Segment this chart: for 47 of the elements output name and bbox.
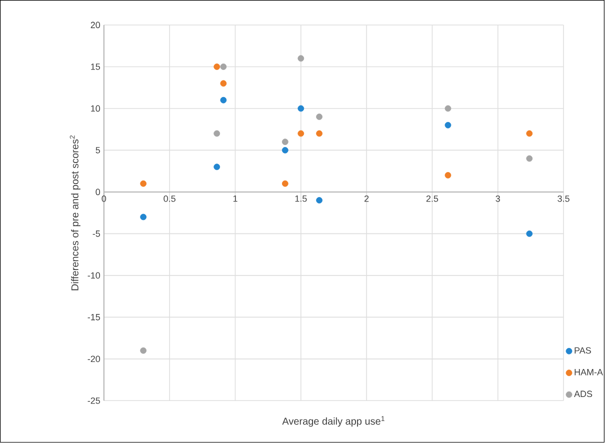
x-tick-label: 2.5 [426, 196, 438, 202]
point [298, 55, 304, 62]
legend-label: ADS [574, 390, 592, 398]
x-tick-label: 1.5 [295, 196, 307, 202]
legend-label: PAS [574, 347, 591, 354]
x-tick-label: 0.5 [164, 196, 176, 202]
point [214, 164, 220, 170]
point [316, 114, 322, 120]
point [214, 130, 220, 137]
x-axis-title: Average daily app use$^{1}$ [282, 416, 384, 427]
x-tick-label: 2 [364, 196, 369, 202]
point [444, 105, 452, 112]
point [298, 105, 304, 112]
point [140, 214, 147, 220]
x-tick-label: 3.5 [558, 196, 570, 202]
point [282, 138, 288, 146]
x-tick-label: 0 [102, 196, 106, 202]
y-tick-label: 15 [91, 64, 100, 70]
point [282, 147, 288, 154]
x-tick-label: 3 [496, 196, 500, 202]
y-tick-label: -10 [88, 272, 100, 279]
point [526, 156, 533, 162]
y-axis-title: Differences of pre and post scores$^{2}$ [70, 136, 80, 290]
y-tick-label: -5 [92, 230, 100, 238]
y-tick-label: 20 [90, 22, 100, 28]
point [316, 130, 322, 137]
point [220, 97, 227, 104]
y-tick-label: 0 [96, 188, 100, 196]
y-tick-label: -25 [88, 398, 100, 404]
point [444, 122, 452, 129]
point [526, 230, 533, 238]
y-tick-label: -20 [88, 356, 100, 362]
point [298, 130, 304, 137]
y-tick-label: -15 [88, 314, 100, 321]
point [220, 64, 227, 70]
x-tick-label: 1 [233, 196, 238, 202]
point [140, 180, 147, 187]
y-tick-label: 10 [91, 105, 100, 112]
point [444, 172, 452, 179]
point [316, 197, 322, 204]
point [282, 180, 288, 187]
point [214, 64, 220, 70]
point [526, 130, 533, 137]
legend-label: HAM-A [574, 369, 603, 376]
point [220, 80, 227, 87]
y-tick-label: 5 [96, 147, 100, 154]
point [140, 348, 147, 354]
